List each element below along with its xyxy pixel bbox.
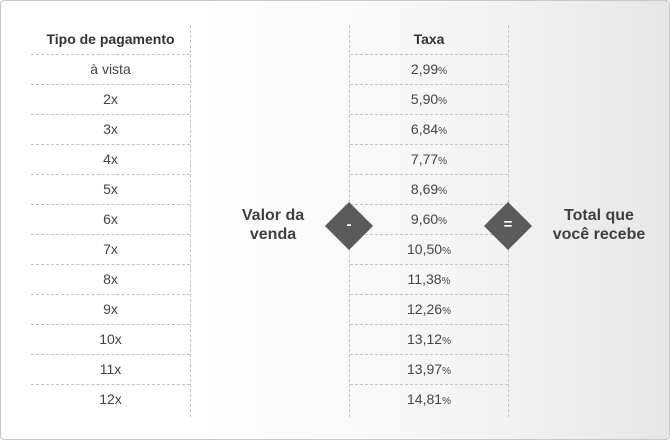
payment-type-header: Tipo de pagamento [31,25,190,55]
column-divider [190,25,191,417]
payment-type-cell: 10x [31,325,190,355]
rate-value: 7,77 [410,151,439,167]
rate-value: 9,60 [410,211,439,227]
sale-value-label: Valor da venda [223,206,323,244]
rate-cell: 8,69% [350,175,508,205]
rate-cell: 11,38% [350,265,508,295]
rate-value: 13,12 [407,331,443,347]
payment-type-cell: 12x [99,391,122,407]
rate-value: 14,81 [407,391,443,407]
rate-cell: 9,60% [350,205,508,235]
rate-cell: 13,12% [350,325,508,355]
total-received-label: Total que você recebe [539,206,659,244]
rate-cell: 7,77% [350,145,508,175]
payment-type-cell: 6x [31,205,190,235]
rate-value: 2,99 [410,61,439,77]
payment-type-cell: 7x [31,235,190,265]
rate-value: 10,50 [407,241,443,257]
rate-unit: % [438,216,448,227]
payment-type-cell: 9x [31,295,190,325]
rate-value: 13,97 [407,361,443,377]
rate-cell: 5,90% [350,85,508,115]
payment-type-cell: 11x [31,355,190,385]
total-line2: você recebe [552,226,646,243]
rate-value: 12,26 [407,301,443,317]
sale-value-line1: Valor da [241,207,305,224]
rate-value: 6,84 [410,121,439,137]
rate-value: 8,69 [410,181,439,197]
payment-type-cell: à vista [31,55,190,85]
rate-unit: % [442,306,451,317]
payment-type-cell: 2x [31,85,190,115]
payment-type-cell: 3x [31,115,190,145]
rate-cell: 13,97% [350,355,508,385]
rate-unit: % [438,126,448,137]
total-line1: Total que [564,207,634,224]
payment-type-column: Tipo de pagamento à vista 2x 3x 4x 5x 6x 7x 8x 9… [31,25,190,414]
payment-type-cell: 5x [31,175,190,205]
rate-cell: 10,50% [350,235,508,265]
rate-value: 5,90 [410,91,439,107]
rate-unit: % [438,66,448,77]
rate-value: 11,38 [407,271,442,287]
payment-type-cell: 8x [31,265,190,295]
rate-unit: % [441,276,451,287]
sale-value-line2: venda [249,226,297,243]
rate-cell: 14,81% [350,385,508,414]
rate-cell: 6,84% [350,115,508,145]
rate-cell: 2,99% [350,55,508,85]
rate-unit: % [442,336,451,347]
rate-unit: % [442,246,451,257]
rate-unit: % [438,186,448,197]
rate-column: Taxa 2,99% 5,90% 6,84% 7,77% 8,69% 9,60% 10,50… [350,25,508,414]
rate-unit: % [438,156,448,167]
equals-symbol: = [503,216,513,233]
rate-unit: % [442,396,451,407]
rate-unit: % [442,366,451,377]
minus-symbol: - [346,216,352,233]
payment-type-cell: 4x [31,145,190,175]
rate-cell: 12,26% [350,295,508,325]
rate-unit: % [438,96,448,107]
rate-header: Taxa [350,25,508,55]
